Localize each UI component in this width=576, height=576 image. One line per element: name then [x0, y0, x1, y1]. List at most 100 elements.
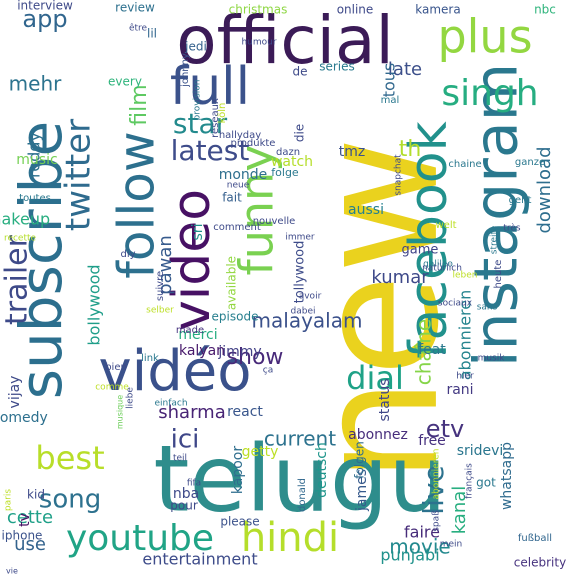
word-monde: monde: [219, 167, 268, 183]
word-interview: interview: [17, 0, 73, 13]
word-bollywood: bollywood: [85, 264, 104, 345]
word-jedi: jedi: [184, 40, 207, 54]
word-heute: heute: [493, 260, 504, 289]
word-watch: watch: [271, 154, 313, 170]
word-bien: bien: [105, 362, 127, 373]
word-react: react: [227, 404, 263, 420]
word-die: die: [293, 124, 307, 142]
word-mal: mal: [381, 95, 400, 106]
word-facebook: facebook: [399, 121, 459, 359]
word-sridevi: sridevi: [457, 443, 504, 459]
word-nba: nba: [173, 486, 199, 502]
word-nbc: nbc: [534, 3, 556, 17]
word-app: app: [22, 5, 67, 33]
word-abonnieren: abonnieren: [456, 290, 475, 381]
word-mein: mein: [440, 540, 463, 550]
word-music: music: [16, 152, 57, 168]
word-follow: follow: [108, 131, 166, 278]
word-diy: diy: [120, 249, 135, 260]
word-kanal: kanal: [449, 486, 470, 535]
word-plus: plus: [437, 10, 532, 64]
word-film: film: [127, 84, 152, 125]
word-einfach: einfach: [154, 399, 187, 409]
word-liebe: liebe: [126, 387, 136, 409]
word-faire: faire: [404, 523, 440, 542]
word-online: online: [337, 3, 374, 17]
word-iphone: iphone: [2, 529, 43, 543]
word-dabei: dabei: [291, 307, 316, 317]
word-video: video: [162, 189, 222, 331]
word-show: show: [227, 345, 284, 370]
word-donald: donald: [297, 478, 308, 512]
word-snapchat: snapchat: [394, 154, 404, 196]
word-every: every: [108, 75, 142, 89]
word-selber: selber: [146, 306, 174, 316]
word-tous: tous: [380, 63, 399, 98]
word-leben: leben: [453, 271, 478, 281]
word-ca: ça: [263, 366, 273, 376]
word-episode: episode: [212, 310, 259, 324]
word-hier: hier: [456, 372, 474, 382]
word-fait: fait: [222, 191, 242, 205]
word-reddy: reddy: [25, 132, 44, 178]
word-nouvelle: nouvelle: [253, 216, 296, 227]
word-chaine: chaîne: [412, 319, 436, 385]
word-current: current: [264, 427, 336, 451]
word-abonnez: abonnez: [348, 427, 408, 443]
word-use: use: [14, 534, 46, 555]
word-vie: vie: [6, 567, 18, 576]
word-folgen: folgen: [353, 441, 367, 479]
word-tollywood: tollywood: [293, 241, 308, 304]
word-trailer: trailer: [0, 234, 35, 325]
word-tv: tv: [17, 513, 33, 527]
word-comme: comme: [95, 383, 129, 393]
word-video: vidéo: [99, 339, 252, 404]
word-full: full: [170, 57, 250, 117]
word-ganze: ganze: [515, 157, 545, 168]
word-aussi: aussi: [348, 202, 384, 218]
word-new: new: [280, 136, 476, 483]
word-sans: sans: [477, 303, 498, 313]
word-francais: français: [465, 463, 475, 499]
word-status: status: [377, 378, 393, 421]
word-christmas: christmas: [229, 3, 288, 17]
word-tmz: tmz: [339, 144, 365, 160]
word-jimmy: jimmy: [217, 344, 261, 360]
word-live: live: [417, 465, 450, 514]
word-kumar: kumar: [371, 267, 429, 288]
word-musique: musique: [116, 395, 125, 429]
word-rani: rani: [446, 382, 473, 398]
word-provision: provision: [193, 80, 203, 121]
word-geht: geht: [509, 195, 532, 206]
word-pawan: pawan: [155, 235, 176, 295]
word-paris: paris: [4, 489, 14, 511]
word-twitter: twitter: [59, 119, 99, 231]
word-kamera: kamera: [415, 3, 460, 17]
word-spa: spaß: [432, 510, 442, 532]
word-folge: folge: [271, 166, 299, 179]
word-mehr: mehr: [9, 72, 62, 96]
word-pour: pour: [170, 499, 198, 513]
word-deutsch: deutsch: [314, 442, 330, 498]
word-streife: streife: [490, 225, 500, 254]
word-galileo: galileo: [423, 260, 453, 270]
word-song: song: [39, 485, 101, 515]
word-de: de: [293, 65, 308, 79]
word-lil: lil: [147, 27, 157, 41]
word-hallyday: hallyday: [219, 130, 261, 141]
word-series: series: [319, 60, 355, 74]
word-star: star: [173, 107, 228, 140]
word-feat: feat: [418, 342, 446, 358]
word-cette: cette: [7, 507, 53, 528]
word-available: available: [225, 256, 239, 310]
word-malayalam: malayalam: [252, 309, 363, 333]
word-koln: köln: [217, 103, 228, 124]
word-immer: immer: [285, 233, 315, 243]
word-comment: comment: [213, 222, 261, 233]
word-getty: getty: [242, 444, 279, 460]
word-subscribe: subscribe: [7, 121, 75, 399]
word-toutes: toutes: [19, 193, 51, 204]
word-suivre: suivre: [155, 271, 166, 301]
